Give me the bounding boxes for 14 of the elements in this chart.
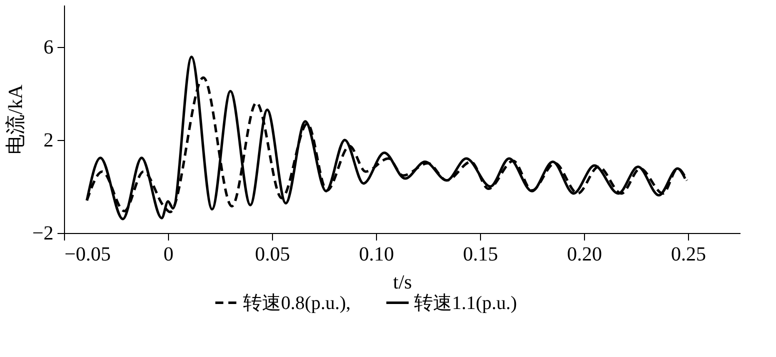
y-tick-label: 2 (44, 129, 54, 152)
x-tick-label: 0.25 (671, 244, 706, 266)
y-tick-label: 6 (44, 36, 54, 58)
legend-label: 转速1.1(p.u.) (414, 292, 517, 314)
x-tick-label: 0 (164, 244, 174, 266)
x-tick-label: 0.10 (359, 244, 394, 266)
x-axis-title: t/s (393, 272, 412, 294)
legend-label: 转速0.8(p.u.), (243, 292, 351, 314)
y-axis-title: 电流/kA (5, 84, 28, 154)
x-tick-label: −0.05 (64, 244, 111, 266)
y-tick-label: −2 (32, 222, 54, 244)
x-tick-label: 0.15 (463, 244, 498, 266)
x-tick-label: 0.20 (567, 244, 602, 266)
x-tick-label: 0.05 (255, 244, 290, 266)
